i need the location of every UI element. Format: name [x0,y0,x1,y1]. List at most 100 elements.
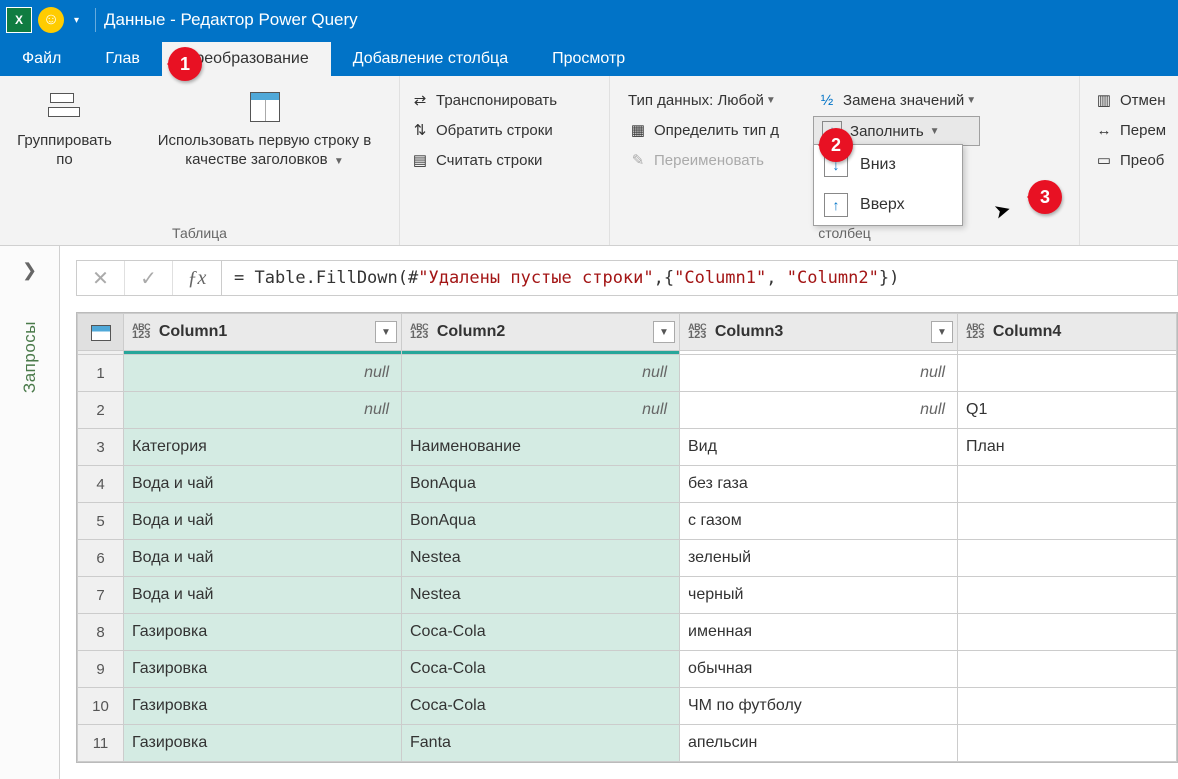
row-number[interactable]: 8 [78,614,124,651]
row-number[interactable]: 1 [78,355,124,392]
grid-cell[interactable]: Категория [124,429,402,466]
row-number[interactable]: 2 [78,392,124,429]
grid-cell[interactable] [958,466,1177,503]
row-number[interactable]: 5 [78,503,124,540]
count-rows-button[interactable]: ▤ Считать строки [406,146,561,174]
table-row[interactable]: 9ГазировкаCoca-Colaобычная [78,651,1177,688]
grid-cell[interactable]: Q1 [958,392,1177,429]
grid-cell[interactable]: null [680,392,958,429]
grid-cell[interactable]: с газом [680,503,958,540]
group-by-button[interactable]: Группировать по [0,84,130,174]
grid-cell[interactable]: Coca-Cola [402,614,680,651]
sidebar-expand-icon[interactable]: ❯ [22,260,37,281]
grid-cell[interactable] [958,614,1177,651]
grid-cell[interactable]: Наименование [402,429,680,466]
transpose-button[interactable]: ⇄ Транспонировать [406,86,561,114]
row-number[interactable]: 4 [78,466,124,503]
tab-file[interactable]: Файл [0,42,83,76]
column-header-4[interactable]: ABC123 Column4 [958,314,1177,351]
grid-cell[interactable] [958,688,1177,725]
tab-home[interactable]: Глав [83,42,162,76]
formula-cancel-button[interactable]: ✕ [77,261,125,295]
convert-button[interactable]: ▭ Преоб [1090,146,1170,174]
table-row[interactable]: 4Вода и чайBonAquaбез газа [78,466,1177,503]
grid-cell[interactable]: Газировка [124,614,402,651]
grid-cell[interactable]: Coca-Cola [402,688,680,725]
reverse-rows-button[interactable]: ⇅ Обратить строки [406,116,561,144]
unpivot-button[interactable]: ▥ Отмен [1090,86,1170,114]
grid-cell[interactable] [958,503,1177,540]
tab-view[interactable]: Просмотр [530,42,647,76]
table-row[interactable]: 5Вода и чайBonAquaс газом [78,503,1177,540]
row-number[interactable]: 6 [78,540,124,577]
grid-cell[interactable] [958,725,1177,762]
table-row[interactable]: 1nullnullnull [78,355,1177,392]
detect-type-button[interactable]: ▦ Определить тип д [624,116,783,144]
grid-cell[interactable]: зеленый [680,540,958,577]
table-row[interactable]: 10ГазировкаCoca-ColaЧМ по футболу [78,688,1177,725]
formula-input[interactable]: = Table.FillDown(#"Удалены пустые строки… [222,260,1178,296]
table-row[interactable]: 7Вода и чайNesteaчерный [78,577,1177,614]
grid-cell[interactable]: Nestea [402,577,680,614]
grid-cell[interactable]: Газировка [124,688,402,725]
rename-button[interactable]: ✎ Переименовать [624,146,783,174]
grid-cell[interactable]: План [958,429,1177,466]
column-header-3[interactable]: ABC123 Column3▼ [680,314,958,351]
row-number[interactable]: 3 [78,429,124,466]
grid-cell[interactable]: Fanta [402,725,680,762]
row-number[interactable]: 7 [78,577,124,614]
column-header-2[interactable]: ABC123 Column2▼ [402,314,680,351]
qat-dropdown-icon[interactable]: ▾ [66,15,87,26]
grid-cell[interactable]: черный [680,577,958,614]
grid-cell[interactable] [958,577,1177,614]
column-filter-icon[interactable]: ▼ [931,321,953,343]
table-row[interactable]: 11ГазировкаFantaапельсин [78,725,1177,762]
grid-cell[interactable]: BonAqua [402,466,680,503]
replace-values-button[interactable]: ½ Замена значений▼ [813,86,980,114]
grid-cell[interactable]: null [680,355,958,392]
grid-cell[interactable]: Газировка [124,651,402,688]
grid-cell[interactable]: Coca-Cola [402,651,680,688]
grid-cell[interactable]: ЧМ по футболу [680,688,958,725]
grid-cell[interactable]: null [124,355,402,392]
grid-cell[interactable]: Газировка [124,725,402,762]
grid-cell[interactable]: Вода и чай [124,577,402,614]
grid-cell[interactable]: null [402,355,680,392]
column-filter-icon[interactable]: ▼ [653,321,675,343]
fill-up-item[interactable]: ↑ Вверх [814,185,962,225]
grid-cell[interactable]: Вода и чай [124,466,402,503]
grid-cell[interactable]: апельсин [680,725,958,762]
grid-corner[interactable] [78,314,124,351]
formula-confirm-button[interactable]: ✓ [125,261,173,295]
table-row[interactable]: 2nullnullnullQ1 [78,392,1177,429]
move-button[interactable]: ↔ Перем [1090,116,1170,144]
grid-cell[interactable] [958,355,1177,392]
tab-add-column[interactable]: Добавление столбца [331,42,530,76]
use-first-row-button[interactable]: Использовать первую строку в качестве за… [130,84,400,174]
row-number[interactable]: 11 [78,725,124,762]
column-header-1[interactable]: ABC123 Column1▼ [124,314,402,351]
table-row[interactable]: 8ГазировкаCoca-Colaименная [78,614,1177,651]
datatype-button[interactable]: Тип данных: Любой▼ [624,86,783,114]
use-first-row-label: Использовать первую строку в качестве за… [140,132,390,170]
callout-2: 2 [819,128,853,162]
row-number[interactable]: 9 [78,651,124,688]
grid-cell[interactable]: обычная [680,651,958,688]
table-row[interactable]: 6Вода и чайNesteaзеленый [78,540,1177,577]
row-number[interactable]: 10 [78,688,124,725]
grid-cell[interactable] [958,651,1177,688]
grid-cell[interactable]: без газа [680,466,958,503]
table-row[interactable]: 3КатегорияНаименованиеВидПлан [78,429,1177,466]
formula-fx-button[interactable]: ƒx [173,261,221,295]
grid-cell[interactable] [958,540,1177,577]
smiley-icon[interactable]: ☺ [38,7,64,33]
column-filter-icon[interactable]: ▼ [375,321,397,343]
grid-cell[interactable]: BonAqua [402,503,680,540]
grid-cell[interactable]: Вода и чай [124,540,402,577]
grid-cell[interactable]: null [402,392,680,429]
grid-cell[interactable]: именная [680,614,958,651]
grid-cell[interactable]: null [124,392,402,429]
grid-cell[interactable]: Вода и чай [124,503,402,540]
grid-cell[interactable]: Вид [680,429,958,466]
grid-cell[interactable]: Nestea [402,540,680,577]
